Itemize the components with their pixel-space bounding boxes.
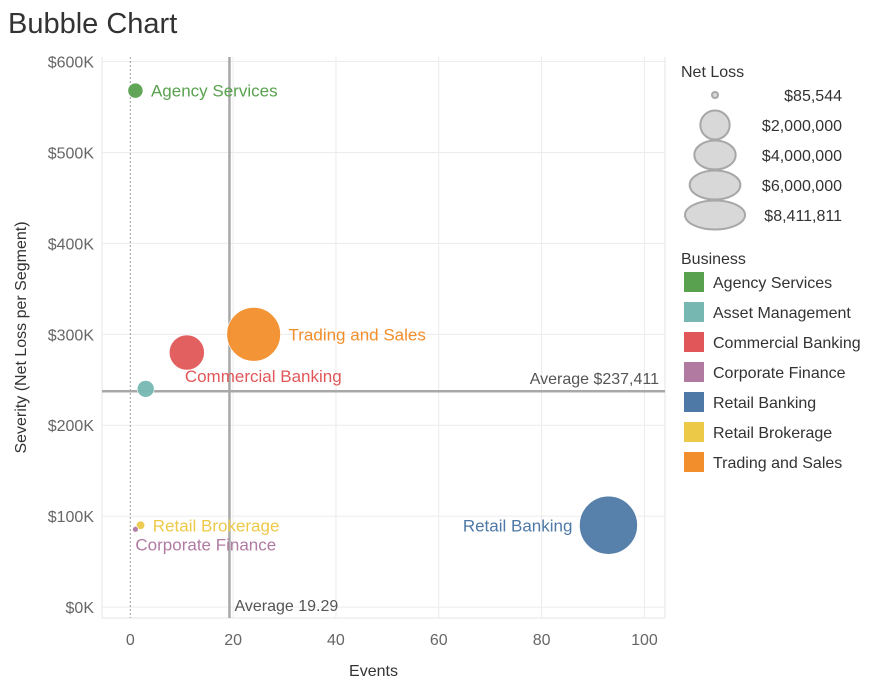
- bubble: [226, 307, 281, 362]
- color-legend-swatch: [684, 302, 704, 322]
- bubble-labels: Agency Services Commercial Banking Corpora…: [135, 82, 572, 555]
- bubble: [579, 495, 638, 555]
- color-legend-label: Commercial Banking: [713, 335, 861, 352]
- size-legend-bubble: [710, 90, 720, 100]
- x-tick-label: 40: [327, 632, 345, 649]
- size-legend-bubble: [693, 139, 737, 171]
- size-legend-bubble: [688, 169, 742, 201]
- size-legend-label: $2,000,000: [762, 118, 842, 135]
- axes: $0K $100K $200K $300K $400K $500K $600K 0 20 40 60…: [13, 55, 658, 680]
- color-legend-swatch: [684, 392, 704, 412]
- y-tick-label: $200K: [48, 418, 95, 435]
- color-legend-label: Agency Services: [713, 275, 832, 292]
- y-tick-label: $600K: [48, 55, 95, 72]
- bubble-label: Agency Services: [151, 82, 278, 101]
- y-average-label: Average $237,411: [530, 371, 659, 388]
- x-tick-label: 80: [533, 632, 551, 649]
- bubble-label: Trading and Sales: [289, 325, 426, 344]
- x-axis-title: Events: [349, 663, 398, 680]
- y-tick-label: $300K: [48, 327, 95, 344]
- x-tick-label: 0: [126, 632, 135, 649]
- bubbles: [127, 82, 638, 555]
- x-tick-label: 60: [430, 632, 448, 649]
- legend: Net Loss $85,544 $2,000,000 $4,000,000 $6,00…: [681, 64, 861, 472]
- bubble: [136, 520, 146, 530]
- size-legend-label: $85,544: [784, 88, 842, 105]
- bubble-label: Retail Banking: [463, 516, 573, 535]
- x-tick-label: 20: [224, 632, 242, 649]
- color-legend-swatch: [684, 422, 704, 442]
- size-legend-label: $8,411,811: [764, 208, 842, 225]
- y-tick-label: $400K: [48, 236, 95, 253]
- bubble: [168, 334, 205, 371]
- bubble: [127, 82, 144, 99]
- bubble: [132, 526, 139, 533]
- chart-title: Bubble Chart: [8, 8, 178, 40]
- size-legend-bubble: [684, 199, 746, 231]
- y-axis-title: Severity (Net Loss per Segment): [13, 221, 30, 453]
- size-legend-label: $6,000,000: [762, 178, 842, 195]
- size-legend-label: $4,000,000: [762, 148, 842, 165]
- color-legend-swatch: [684, 272, 704, 292]
- bubble-label: Retail Brokerage: [153, 516, 280, 535]
- bubble-label: Corporate Finance: [135, 535, 276, 554]
- y-tick-label: $100K: [48, 509, 95, 526]
- color-legend-label: Trading and Sales: [713, 455, 842, 472]
- size-legend-bubble: [699, 109, 731, 141]
- color-legend-title: Business: [681, 251, 746, 268]
- color-legend-swatch: [684, 452, 704, 472]
- x-average-label: Average 19.29: [234, 598, 338, 615]
- y-tick-label: $500K: [48, 145, 95, 162]
- color-legend-label: Retail Brokerage: [713, 425, 832, 442]
- color-legend-label: Asset Management: [713, 305, 851, 322]
- color-legend-label: Corporate Finance: [713, 365, 846, 382]
- x-tick-label: 100: [631, 632, 658, 649]
- bubble: [136, 380, 155, 398]
- color-legend-swatch: [684, 332, 704, 352]
- size-legend-title: Net Loss: [681, 64, 744, 81]
- color-legend-label: Retail Banking: [713, 395, 816, 412]
- y-tick-label: $0K: [66, 600, 95, 617]
- bubble-label: Commercial Banking: [185, 367, 342, 386]
- color-legend-swatch: [684, 362, 704, 382]
